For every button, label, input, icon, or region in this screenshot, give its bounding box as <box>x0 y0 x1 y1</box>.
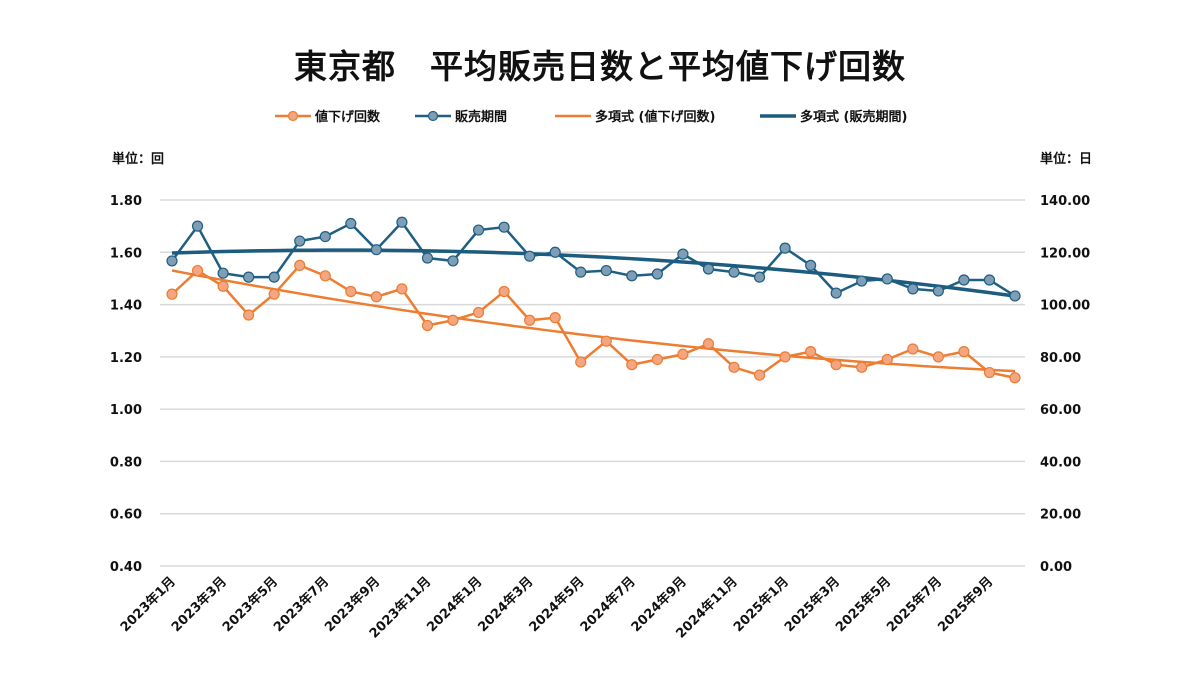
y-left-tick-label: 1.20 <box>110 351 142 366</box>
data-point <box>805 259 817 271</box>
data-point <box>626 359 638 371</box>
data-point <box>191 220 204 232</box>
data-point <box>779 351 791 363</box>
data-point <box>983 366 996 379</box>
data-point <box>958 346 970 358</box>
legend-marker <box>287 110 299 122</box>
chart-title: 東京都 平均販売日数と平均値下げ回数 <box>294 47 906 86</box>
data-point <box>958 274 970 286</box>
data-point <box>1009 372 1021 384</box>
data-point <box>702 338 715 350</box>
y-left-tick-label: 0.60 <box>110 508 142 523</box>
data-point <box>830 359 842 371</box>
y-right-tick-label: 140.00 <box>1040 194 1090 209</box>
y-left-tick-label: 1.40 <box>110 299 142 314</box>
data-point <box>166 255 178 267</box>
data-point <box>881 353 893 366</box>
y-right-tick-label: 20.00 <box>1040 508 1081 523</box>
legend-marker <box>427 110 439 122</box>
y-left-tick-label: 1.80 <box>110 194 142 209</box>
legend-label: 値下げ回数 <box>314 109 381 125</box>
y-left-tick-label: 0.80 <box>110 455 142 470</box>
data-point <box>932 351 944 363</box>
data-point <box>472 306 485 319</box>
y-right-tick-label: 0.00 <box>1040 560 1072 575</box>
y-right-tick-label: 100.00 <box>1040 299 1090 314</box>
data-point <box>856 275 868 287</box>
data-point <box>702 263 715 275</box>
data-point <box>396 283 408 295</box>
data-point <box>472 224 485 236</box>
data-point <box>1009 290 1021 302</box>
data-point <box>498 221 510 233</box>
data-point <box>932 285 944 297</box>
data-point <box>524 314 536 326</box>
y-right-tick-label: 40.00 <box>1040 455 1081 470</box>
data-point <box>626 270 638 282</box>
data-point <box>345 285 357 298</box>
data-point <box>217 267 229 279</box>
data-point <box>294 235 306 247</box>
y-right-tick-label: 60.00 <box>1040 403 1081 418</box>
data-point <box>805 346 817 358</box>
y-right-tick-label: 120.00 <box>1040 246 1090 261</box>
data-point <box>549 312 561 324</box>
data-point <box>294 259 306 271</box>
y-right-tick-label: 80.00 <box>1040 351 1081 366</box>
data-point <box>600 335 612 347</box>
legend-label: 販売期間 <box>455 109 507 125</box>
data-point <box>728 266 740 278</box>
data-point <box>907 343 919 355</box>
data-point <box>268 288 280 300</box>
data-point <box>549 246 561 258</box>
series-line-sales-period <box>170 220 1016 298</box>
y-left-tick-label: 1.60 <box>110 246 142 261</box>
data-point <box>753 271 766 283</box>
data-point <box>319 270 331 282</box>
data-point <box>319 231 331 243</box>
data-point <box>677 248 689 260</box>
data-point <box>217 280 229 292</box>
data-point <box>421 252 434 264</box>
data-point <box>677 348 689 360</box>
y-right-axis-label: 単位：日 <box>1040 151 1092 167</box>
data-point <box>243 271 255 283</box>
data-point <box>447 314 459 326</box>
data-point <box>370 291 382 303</box>
data-point <box>243 309 255 321</box>
data-point <box>651 268 663 280</box>
data-point <box>166 288 178 300</box>
data-point <box>779 242 791 254</box>
y-left-tick-label: 0.40 <box>110 560 142 575</box>
data-point <box>753 369 766 381</box>
data-point <box>268 271 280 283</box>
data-point <box>447 255 459 267</box>
data-point <box>856 361 868 373</box>
data-point <box>524 250 536 262</box>
data-point <box>396 216 408 228</box>
data-point <box>983 274 996 286</box>
data-point <box>370 244 382 256</box>
legend-label: 多項式 (値下げ回数) <box>595 109 715 125</box>
data-point <box>575 356 587 368</box>
data-point <box>651 353 663 366</box>
legend-label: 多項式 (販売期間) <box>800 109 907 125</box>
data-point <box>830 287 842 299</box>
data-point <box>421 319 434 332</box>
y-left-tick-label: 1.00 <box>110 403 142 418</box>
data-point <box>600 264 612 277</box>
data-point <box>881 273 893 285</box>
x-tick-label: 2025年9月 <box>935 574 997 636</box>
data-point <box>498 285 510 298</box>
data-point <box>575 266 587 278</box>
trendline-price-cuts <box>171 269 1016 373</box>
trendline-sales-period <box>171 248 1016 298</box>
data-point <box>345 217 357 230</box>
y-left-axis-label: 単位：回 <box>112 151 164 167</box>
data-point <box>907 283 919 295</box>
data-point <box>728 361 740 373</box>
data-point <box>191 264 204 277</box>
